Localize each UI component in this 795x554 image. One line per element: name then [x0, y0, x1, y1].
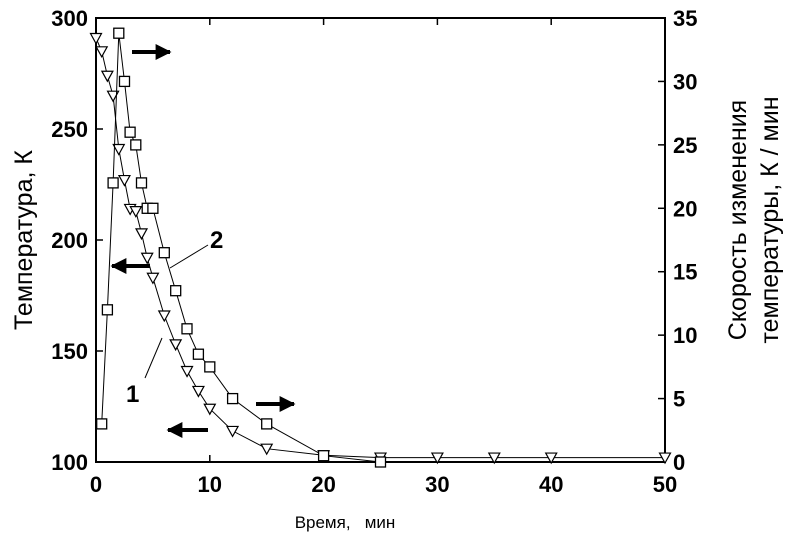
- y-right-tick-label: 10: [673, 323, 697, 348]
- series-2-point: [130, 139, 142, 151]
- series-1-point: [100, 70, 114, 83]
- series-2-point: [135, 177, 148, 189]
- series-2-point: [101, 304, 114, 316]
- y-right-axis-title-line2: температуры, К / мин: [756, 96, 784, 343]
- y-left-axis-title: Температура, К: [10, 150, 38, 330]
- series-2-point: [374, 456, 387, 468]
- tick-marks: [95, 17, 666, 463]
- series-1: [89, 32, 672, 465]
- x-tick-label: 0: [90, 472, 102, 497]
- series-1-point: [169, 339, 183, 352]
- series-2-point: [204, 361, 216, 373]
- y-left-tick-label: 250: [51, 117, 88, 142]
- series-2-point: [113, 27, 125, 39]
- series-1-point: [157, 310, 171, 323]
- x-tick-label: 20: [311, 472, 335, 497]
- series-2-point: [96, 418, 108, 430]
- series-1-point: [106, 90, 120, 103]
- y-left-tick-label: 100: [51, 450, 88, 475]
- y-right-tick-label: 15: [673, 260, 697, 285]
- series-2: [96, 27, 387, 468]
- series-1-point: [260, 443, 274, 456]
- series-1-point: [544, 452, 558, 465]
- x-tick-label: 50: [653, 472, 677, 497]
- y-left-tick-label: 200: [51, 228, 88, 253]
- y-right-tick-label: 35: [673, 6, 697, 31]
- series-2-point: [158, 247, 170, 259]
- curve-label-1: 1: [126, 337, 163, 408]
- x-tick-label: 10: [198, 472, 222, 497]
- curve-label-2: 2: [169, 227, 223, 269]
- curve-label-1-text: 1: [126, 381, 139, 408]
- series-1-point: [140, 252, 154, 265]
- y-right-tick-label: 30: [673, 69, 697, 94]
- series-1-line: [95, 37, 665, 459]
- series-1-point: [430, 452, 444, 465]
- series-1-point: [191, 385, 205, 398]
- series-2-point: [317, 450, 330, 462]
- tick-labels: 0 10 20 30 40 50 100 150 200 250 300 0 5 10 15 20 25 30 35: [51, 6, 697, 497]
- x-tick-label: 40: [539, 472, 563, 497]
- y-left-tick-label: 150: [51, 339, 88, 364]
- series-1-point: [95, 46, 109, 59]
- series-1-point: [146, 272, 160, 285]
- series-2-point: [118, 75, 131, 88]
- axis-arrows: [110, 44, 296, 438]
- series-1-point: [117, 174, 131, 187]
- series-1-point: [89, 32, 103, 45]
- series-2-point: [124, 126, 136, 138]
- series-1-point: [135, 228, 149, 241]
- series-2-point: [147, 202, 159, 214]
- y-right-axis-title-line1: Скорость изменения: [724, 100, 752, 340]
- series-2-line: [101, 33, 381, 463]
- plot-frame: [95, 17, 666, 463]
- series-1-point: [203, 403, 217, 416]
- x-tick-label: 30: [425, 472, 449, 497]
- y-left-tick-label: 300: [51, 6, 88, 31]
- series-2-point: [170, 285, 182, 297]
- series-1-point: [487, 452, 501, 465]
- series-1-point: [658, 452, 672, 465]
- curve-label-2-text: 2: [210, 227, 223, 254]
- y-right-tick-label: 0: [673, 450, 685, 475]
- y-right-tick-label: 25: [673, 133, 697, 158]
- y-right-tick-label: 5: [673, 387, 685, 412]
- series-1-point: [226, 425, 240, 438]
- series-2-point: [226, 392, 239, 405]
- series-2-point: [107, 177, 119, 189]
- x-axis-title: Время, мин: [295, 513, 396, 532]
- series-1-point: [129, 206, 143, 218]
- y-right-tick-label: 20: [673, 196, 697, 221]
- series-2-point: [192, 348, 205, 360]
- series-2-point: [181, 323, 193, 335]
- series-1-point: [112, 143, 126, 156]
- series-group: [89, 27, 672, 468]
- series-1-point: [180, 365, 194, 378]
- series-2-point: [261, 418, 273, 430]
